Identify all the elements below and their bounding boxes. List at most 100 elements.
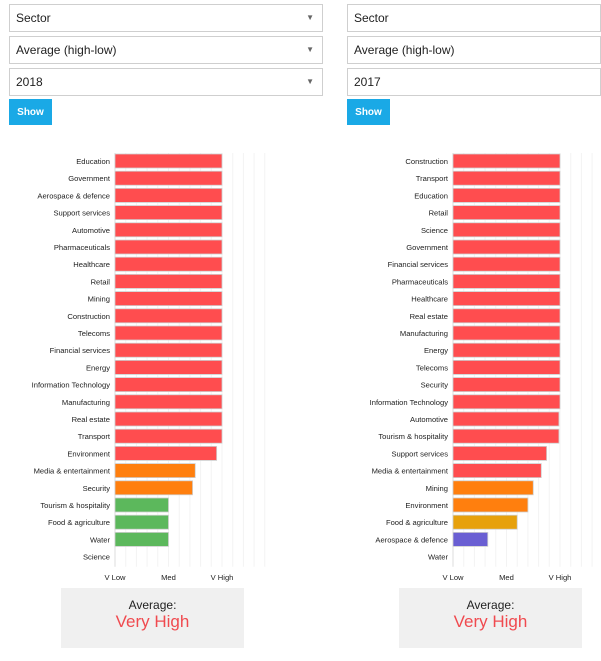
group-select[interactable]: Sector (347, 4, 601, 32)
bar[interactable] (452, 256, 561, 272)
bar[interactable] (114, 256, 223, 272)
category-label: Mining (426, 484, 448, 493)
bar[interactable] (114, 205, 223, 221)
category-label: Tourism & hospitality (378, 432, 448, 441)
category-label: Information Technology (32, 381, 111, 390)
average-summary-box: Average: Very High (399, 588, 582, 648)
bar[interactable] (452, 532, 489, 547)
category-label: Automotive (72, 226, 110, 235)
category-label: Information Technology (370, 398, 449, 407)
category-label: Tourism & hospitality (40, 501, 110, 510)
bar[interactable] (114, 480, 193, 496)
bar[interactable] (452, 377, 561, 393)
bar[interactable] (114, 532, 169, 547)
category-label: Government (406, 243, 449, 252)
bar[interactable] (452, 325, 561, 341)
year-select-value: 2018 (16, 75, 43, 89)
category-label: Media & entertainment (372, 467, 449, 476)
group-select[interactable]: Sector ▼ (9, 4, 323, 32)
category-label: Telecoms (78, 329, 110, 338)
average-value: Very High (453, 612, 528, 631)
bar[interactable] (114, 342, 223, 358)
category-label: Transport (416, 174, 449, 183)
x-tick-label: V Low (442, 573, 464, 582)
bar[interactable] (452, 394, 561, 410)
bar[interactable] (114, 153, 223, 169)
bar[interactable] (114, 377, 223, 393)
bar[interactable] (452, 273, 561, 289)
bar[interactable] (114, 411, 223, 427)
category-label: Construction (405, 157, 448, 166)
bar[interactable] (452, 153, 561, 169)
bar[interactable] (452, 342, 561, 358)
bar[interactable] (114, 239, 223, 255)
bar[interactable] (114, 359, 223, 375)
category-label: Support services (53, 209, 110, 218)
x-tick-label: Med (161, 573, 176, 582)
bar[interactable] (114, 394, 223, 410)
year-select-value: 2017 (354, 75, 381, 89)
category-label: Education (414, 191, 448, 200)
group-select-value: Sector (16, 11, 51, 25)
average-label: Average: (128, 598, 177, 612)
bar[interactable] (114, 273, 223, 289)
category-label: Environment (405, 501, 449, 510)
show-button[interactable]: Show (347, 99, 390, 125)
chevron-down-icon: ▼ (306, 45, 314, 54)
bar[interactable] (114, 308, 223, 324)
bar[interactable] (452, 480, 534, 496)
bar[interactable] (452, 428, 560, 444)
bar[interactable] (452, 463, 542, 479)
category-label: Security (83, 484, 111, 493)
bar[interactable] (114, 445, 218, 461)
category-label: Support services (391, 449, 448, 458)
bar[interactable] (114, 497, 169, 513)
category-label: Financial services (50, 346, 111, 355)
category-label: Real estate (410, 312, 448, 321)
measure-select[interactable]: Average (high-low) ▼ (9, 36, 323, 64)
year-select[interactable]: 2018 ▼ (9, 68, 323, 96)
category-label: Science (83, 553, 110, 562)
bar[interactable] (114, 514, 169, 530)
category-label: Energy (424, 346, 448, 355)
category-label: Manufacturing (400, 329, 448, 338)
bar[interactable] (452, 187, 561, 203)
category-label: Manufacturing (62, 398, 110, 407)
category-label: Pharmaceuticals (54, 243, 110, 252)
category-label: Automotive (410, 415, 448, 424)
x-tick-label: V High (549, 573, 572, 582)
category-label: Healthcare (411, 295, 448, 304)
bar[interactable] (114, 325, 223, 341)
bar[interactable] (114, 428, 223, 444)
bar[interactable] (114, 170, 223, 186)
chart-panel-left: Sector ▼ Average (high-low) ▼ 2018 ▼ Sho… (0, 0, 323, 661)
bar[interactable] (114, 291, 223, 307)
chevron-down-icon: ▼ (306, 13, 314, 22)
bar[interactable] (452, 205, 561, 221)
chart-panel-right: Sector Average (high-low) 2017 Show Cons… (338, 0, 601, 661)
measure-select[interactable]: Average (high-low) (347, 36, 601, 64)
year-select[interactable]: 2017 (347, 68, 601, 96)
bar[interactable] (114, 463, 196, 479)
bar[interactable] (452, 222, 561, 238)
bar[interactable] (452, 291, 561, 307)
bar[interactable] (114, 187, 223, 203)
bar[interactable] (452, 411, 560, 427)
category-label: Construction (67, 312, 110, 321)
category-label: Food & agriculture (386, 518, 448, 527)
bar[interactable] (452, 359, 561, 375)
show-button[interactable]: Show (9, 99, 52, 125)
bar-chart-2017: Construction Transport Education Retail Scie… (370, 153, 593, 582)
category-label: Aerospace & defence (375, 535, 448, 544)
bar[interactable] (452, 497, 529, 513)
category-label: Transport (78, 432, 111, 441)
bar[interactable] (452, 170, 561, 186)
bar[interactable] (452, 445, 548, 461)
bar[interactable] (452, 239, 561, 255)
bar[interactable] (114, 222, 223, 238)
bar[interactable] (452, 514, 518, 530)
x-tick-label: V High (211, 573, 234, 582)
x-tick-label: V Low (104, 573, 126, 582)
bar[interactable] (452, 308, 561, 324)
category-label: Education (76, 157, 110, 166)
